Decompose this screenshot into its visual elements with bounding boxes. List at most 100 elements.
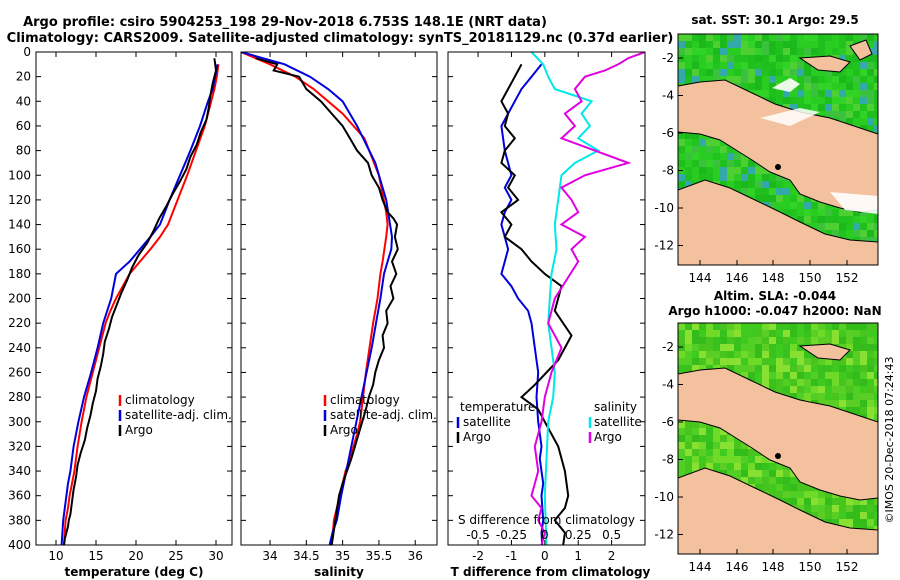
legend-title-salinity: salinity bbox=[594, 400, 637, 414]
title-line-1: Argo profile: csiro 5904253_198 29-Nov-2… bbox=[23, 15, 547, 30]
map-x-tick-label: 144 bbox=[689, 271, 712, 285]
map-y-tick-label: -2 bbox=[662, 51, 674, 65]
x-axis-label: salinity bbox=[314, 565, 364, 579]
series-climatology bbox=[63, 64, 220, 545]
series-t-argo bbox=[499, 63, 573, 545]
x-tick-label: 34 bbox=[262, 549, 277, 563]
panel-temperature: 10 15 20 25 30 temperature (deg C) 0 20 40 60 80 10… bbox=[8, 45, 233, 579]
map-y-tick-label: -10 bbox=[654, 201, 674, 215]
map-x-tick-label: 150 bbox=[799, 271, 822, 285]
sst-land-south bbox=[678, 179, 878, 265]
x-tick-label: 36 bbox=[408, 549, 423, 563]
series-t-satellite bbox=[500, 63, 545, 545]
y-tick-label: 300 bbox=[8, 415, 31, 429]
y-tick-label: 340 bbox=[8, 464, 31, 478]
y-tick-label: 320 bbox=[8, 439, 31, 453]
sst-island-east bbox=[849, 39, 873, 61]
title-line-2: Climatology: CARS2009. Satellite-adjuste… bbox=[7, 31, 674, 46]
y-tick-label: 380 bbox=[8, 513, 31, 527]
y-tick-label: 280 bbox=[8, 390, 31, 404]
x-tick-label: -1 bbox=[505, 549, 517, 563]
credit: ©IMOS 20-Dec-2018 07:24:43 bbox=[883, 357, 896, 524]
y-tick-label: 200 bbox=[8, 292, 31, 306]
y-tick-label: 260 bbox=[8, 365, 31, 379]
sst-island-north bbox=[798, 55, 851, 73]
s-axis-label: S difference from climatology bbox=[458, 513, 635, 527]
argo-position-marker bbox=[775, 164, 781, 170]
x-tick-label: 35.5 bbox=[366, 549, 393, 563]
sla-map-title-1: Altim. SLA: -0.044 bbox=[714, 289, 836, 303]
y-tick-label: 100 bbox=[8, 168, 31, 182]
x-tick-label: 1 bbox=[574, 549, 582, 563]
map-x-tick-label: 148 bbox=[762, 271, 785, 285]
x-tick-label: 35 bbox=[335, 549, 350, 563]
s-tick-label: 0 bbox=[541, 528, 549, 542]
sst-map: sat. SST: 30.1 Argo: 29.5 144 146 148 150 15… bbox=[654, 13, 879, 285]
map-y-tick-label: -12 bbox=[654, 239, 674, 253]
s-tick-label: 0.5 bbox=[602, 528, 621, 542]
map-y-tick-label: -12 bbox=[654, 528, 674, 542]
map-x-tick-label: 144 bbox=[689, 560, 712, 574]
legend-label: Argo bbox=[125, 423, 153, 437]
map-x-tick-label: 146 bbox=[726, 271, 749, 285]
y-tick-label: 0 bbox=[23, 45, 31, 59]
sla-map: Altim. SLA: -0.044 Argo h1000: -0.047 h2… bbox=[654, 289, 881, 574]
x-axis-label: T difference from climatology bbox=[451, 565, 651, 579]
y-tick-label: 60 bbox=[16, 119, 31, 133]
s-tick-label: -0.25 bbox=[496, 528, 527, 542]
legend-label: Argo bbox=[594, 430, 622, 444]
map-x-tick-label: 146 bbox=[726, 560, 749, 574]
series-satellite-adj-clim- bbox=[60, 64, 219, 545]
argo-position-marker bbox=[775, 453, 781, 459]
y-tick-label: 220 bbox=[8, 316, 31, 330]
y-tick-label: 180 bbox=[8, 267, 31, 281]
legend-label: Argo bbox=[463, 430, 491, 444]
legend-label: satellite bbox=[463, 415, 511, 429]
series-s-satellite bbox=[530, 52, 601, 545]
x-tick-label: 15 bbox=[88, 549, 103, 563]
legend-label: satellite bbox=[594, 415, 642, 429]
x-tick-label: 34.5 bbox=[293, 549, 320, 563]
series-satellite-adj-clim- bbox=[241, 52, 394, 545]
map-x-tick-label: 152 bbox=[836, 560, 859, 574]
panel-frame bbox=[240, 51, 438, 546]
map-x-tick-label: 152 bbox=[836, 271, 859, 285]
x-tick-label: 20 bbox=[128, 549, 143, 563]
y-tick-label: 140 bbox=[8, 218, 31, 232]
legend-title-temperature: temperature bbox=[460, 400, 535, 414]
x-axis-label: temperature (deg C) bbox=[65, 565, 204, 579]
y-tick-label: 240 bbox=[8, 341, 31, 355]
map-y-tick-label: -6 bbox=[662, 415, 674, 429]
x-tick-label: 0 bbox=[541, 549, 549, 563]
y-tick-label: 160 bbox=[8, 242, 31, 256]
s-tick-label: 0.25 bbox=[565, 528, 592, 542]
y-tick-label: 40 bbox=[16, 94, 31, 108]
map-x-tick-label: 148 bbox=[762, 560, 785, 574]
map-y-tick-label: -6 bbox=[662, 126, 674, 140]
x-tick-label: 2 bbox=[608, 549, 616, 563]
x-tick-label: 30 bbox=[208, 549, 223, 563]
x-tick-label: 25 bbox=[168, 549, 183, 563]
x-tick-label: -2 bbox=[472, 549, 484, 563]
series-s-argo bbox=[530, 52, 645, 545]
map-y-tick-label: -10 bbox=[654, 490, 674, 504]
map-x-tick-label: 150 bbox=[799, 560, 822, 574]
map-y-tick-label: -2 bbox=[662, 340, 674, 354]
series-argo bbox=[63, 58, 218, 545]
series-argo bbox=[255, 57, 399, 545]
legend-label: climatology bbox=[125, 393, 195, 407]
map-y-tick-label: -8 bbox=[662, 164, 674, 178]
panel-salinity: 34 34.5 35 35.5 36 salinity climatologysatelli… bbox=[240, 51, 438, 579]
map-y-tick-label: -8 bbox=[662, 453, 674, 467]
x-tick-label: 10 bbox=[48, 549, 63, 563]
legend-label: climatology bbox=[330, 393, 400, 407]
sla-map-title-2: Argo h1000: -0.047 h2000: NaN bbox=[668, 304, 881, 318]
series-climatology bbox=[241, 52, 389, 545]
legend-label: satellite-adj. clim. bbox=[125, 408, 232, 422]
map-y-tick-label: -4 bbox=[662, 89, 674, 103]
s-tick-label: -0.5 bbox=[466, 528, 489, 542]
y-tick-label: 80 bbox=[16, 144, 31, 158]
y-tick-label: 400 bbox=[8, 538, 31, 552]
